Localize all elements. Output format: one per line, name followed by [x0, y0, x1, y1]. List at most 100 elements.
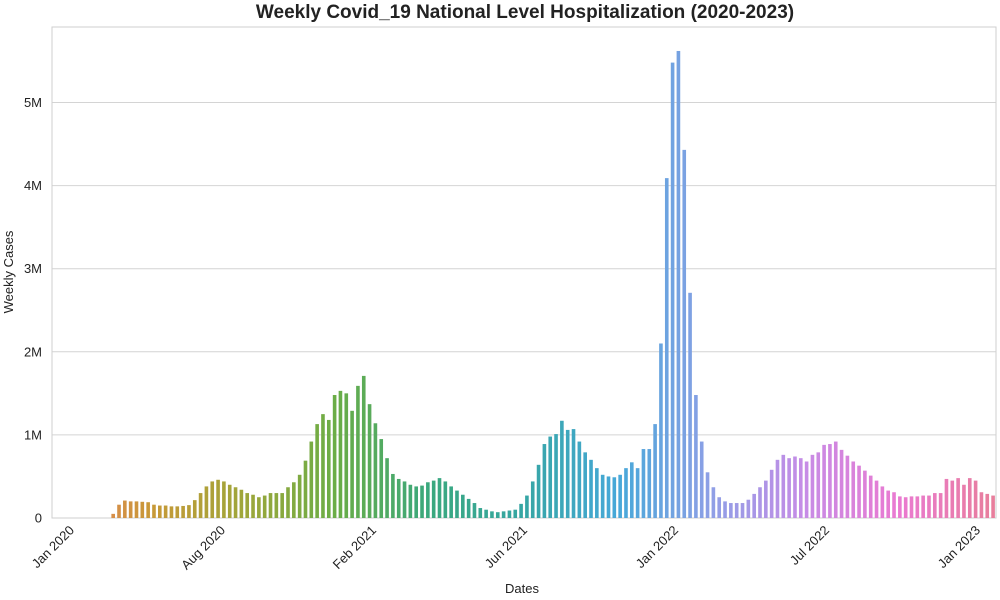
bar	[198, 493, 203, 518]
bar	[624, 468, 628, 518]
bar	[495, 512, 500, 518]
bar	[350, 410, 354, 518]
bar	[874, 480, 879, 518]
bar	[758, 487, 762, 518]
bar	[519, 503, 523, 518]
chart-title: Weekly Covid_19 National Level Hospitali…	[255, 2, 795, 23]
bar	[973, 480, 978, 518]
bar	[239, 489, 244, 518]
bar	[356, 385, 360, 518]
bar	[670, 62, 675, 519]
bar	[647, 449, 652, 518]
bar	[705, 472, 710, 518]
bar	[414, 486, 418, 518]
y-tick-label: 0	[35, 511, 42, 526]
bar	[699, 441, 704, 518]
bar	[734, 503, 739, 518]
bar	[396, 478, 401, 518]
bar	[694, 395, 698, 518]
bar	[886, 490, 890, 518]
bar	[798, 458, 803, 518]
bar	[560, 420, 564, 518]
bar	[851, 461, 856, 518]
bar	[379, 439, 384, 518]
bar	[956, 478, 960, 518]
bar	[967, 478, 972, 518]
bar	[938, 493, 943, 518]
bar	[426, 482, 430, 518]
bar	[752, 493, 756, 518]
x-tick-label: Jul 2022	[787, 523, 832, 568]
bar	[571, 429, 576, 518]
bar	[892, 492, 896, 518]
bar	[245, 493, 250, 518]
bar	[478, 508, 483, 518]
bar	[985, 493, 990, 518]
y-axis-label: Weekly Cases	[1, 230, 16, 313]
bar	[227, 484, 232, 518]
bar	[326, 419, 331, 518]
bar	[187, 505, 191, 518]
bar	[793, 456, 797, 518]
bar	[822, 444, 826, 518]
bar	[717, 497, 722, 518]
bar	[828, 444, 832, 518]
bar	[962, 484, 966, 518]
bar	[286, 487, 290, 518]
bar	[402, 481, 407, 518]
bar	[548, 436, 553, 518]
bar	[315, 424, 319, 518]
x-tick-label: Jan 2022	[633, 523, 681, 571]
bar	[921, 495, 925, 518]
bar	[175, 506, 180, 518]
bar	[635, 468, 640, 518]
bar	[373, 423, 378, 518]
bar	[192, 500, 197, 518]
bar	[810, 454, 815, 518]
bar	[321, 414, 325, 519]
bar	[863, 470, 867, 518]
bar	[391, 473, 395, 518]
bar	[123, 500, 127, 518]
bar	[868, 475, 873, 518]
bar	[530, 481, 535, 518]
bar	[332, 395, 337, 518]
bar	[117, 504, 121, 518]
bar	[664, 178, 669, 518]
bar	[740, 503, 745, 518]
bar	[367, 404, 372, 518]
bar	[466, 498, 471, 518]
bar	[169, 506, 174, 518]
x-axis-label: Dates	[505, 581, 539, 596]
bar	[525, 495, 529, 518]
bar	[600, 474, 605, 518]
bar	[344, 393, 349, 518]
bar	[950, 480, 955, 518]
bar	[577, 441, 582, 518]
bar	[280, 493, 284, 518]
y-tick-label: 5M	[24, 95, 42, 110]
bar	[606, 476, 611, 518]
bar	[641, 449, 646, 518]
x-tick-label: Feb 2021	[330, 523, 379, 572]
bar	[927, 495, 931, 518]
bar	[274, 493, 279, 518]
bar	[163, 505, 168, 518]
x-axis-ticks: Jan 2020 Aug 2020 Feb 2021 Jun 2021 Jan 2022…	[29, 523, 983, 573]
bar	[420, 485, 424, 518]
bar-series	[111, 50, 995, 519]
x-tick-label: Jan 2020	[29, 523, 77, 571]
bar	[437, 478, 442, 518]
bar	[257, 497, 261, 518]
bar	[775, 459, 780, 518]
bar	[979, 492, 984, 518]
bar	[158, 505, 162, 518]
x-tick-label: Jun 2021	[482, 523, 530, 571]
bar	[746, 499, 751, 518]
bar	[210, 481, 215, 518]
bar	[385, 458, 389, 518]
bar	[292, 482, 296, 518]
bar	[688, 292, 692, 518]
bar	[431, 480, 436, 518]
bar	[128, 501, 133, 518]
